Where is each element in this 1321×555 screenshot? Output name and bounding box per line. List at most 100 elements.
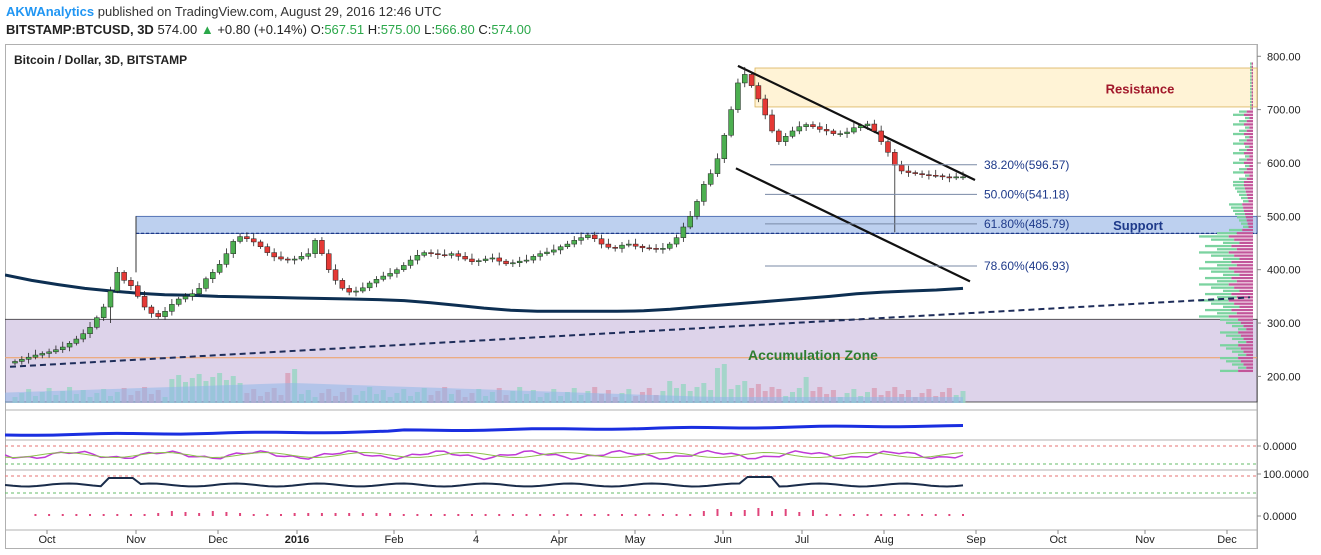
candle-up <box>673 237 680 245</box>
candles-layer <box>12 66 966 366</box>
candle-down <box>264 246 271 253</box>
time-tick-label: Jul <box>795 534 809 546</box>
profile-down-bar <box>1231 308 1253 312</box>
profile-up-bar <box>1245 136 1250 139</box>
price-tick-label: 300.00 <box>1267 318 1301 330</box>
indicator-4-bar <box>389 513 392 516</box>
profile-down-bar <box>1246 366 1253 369</box>
profile-up-bar <box>1217 312 1237 315</box>
profile-up-bar <box>1233 171 1244 174</box>
high-label: H: <box>367 22 381 37</box>
publish-info: published on TradingView.com, August 29,… <box>97 4 442 19</box>
profile-up-bar <box>1226 360 1241 363</box>
profile-down-bar <box>1231 292 1253 296</box>
indicator-4-bar <box>689 514 692 516</box>
profile-up-bar <box>1233 142 1244 145</box>
profile-down-bar <box>1249 145 1253 148</box>
candle-down <box>148 306 155 314</box>
open-value: 567.51 <box>324 22 365 37</box>
profile-up-bar <box>1205 292 1232 296</box>
indicator-4-bar <box>539 514 542 516</box>
candle-down <box>503 260 509 265</box>
volume-bar <box>755 384 761 403</box>
support-label: Support <box>1113 218 1163 233</box>
profile-up-bar <box>1223 241 1240 245</box>
profile-up-bar <box>1239 219 1247 222</box>
profile-down-bar <box>1251 84 1253 88</box>
profile-up-bar <box>1232 350 1244 353</box>
profile-up-bar <box>1233 123 1244 126</box>
time-tick-label: 2016 <box>285 534 309 546</box>
profile-up-bar <box>1232 337 1244 341</box>
profile-down-bar <box>1251 78 1253 81</box>
profile-down-bar <box>1238 369 1253 373</box>
candle-up <box>203 278 209 289</box>
candle-down <box>762 98 768 116</box>
volume-bar <box>871 388 877 403</box>
profile-down-bar <box>1236 232 1253 235</box>
candle-down <box>892 152 898 166</box>
symbol-name[interactable]: BITSTAMP:BTCUSD, 3D <box>6 22 154 37</box>
chart-frame[interactable]: Resistance Support Accumulation Zone 38.20… <box>4 44 1316 550</box>
indicator-4-bar <box>566 514 569 516</box>
chart-svg[interactable]: Resistance Support Accumulation Zone 38.20… <box>4 44 1316 550</box>
profile-up-bar <box>1217 248 1237 251</box>
candle-up <box>796 126 803 132</box>
candle-up <box>864 123 871 126</box>
candle-down <box>435 253 441 255</box>
candle-up <box>298 256 305 260</box>
volume-bar <box>776 389 782 403</box>
indicator-4-bar <box>866 514 869 516</box>
indicator-4-bar <box>607 514 610 516</box>
indicator-4-bar <box>252 514 255 516</box>
profile-down-bar <box>1244 142 1253 145</box>
candle-down <box>919 173 925 175</box>
candle-up <box>537 253 543 257</box>
profile-down-bar <box>1246 129 1253 132</box>
volume-bar <box>905 390 911 403</box>
indicator-4-bar <box>498 514 501 516</box>
profile-up-bar <box>1250 72 1252 75</box>
triangle-up-icon: ▲ <box>200 22 214 37</box>
symbol-line: BITSTAMP:BTCUSD, 3D 574.00 ▲ +0.80 (+0.1… <box>6 22 531 37</box>
author-link[interactable]: AKWAnalytics <box>6 4 95 19</box>
candle-up <box>210 272 216 280</box>
profile-down-bar <box>1251 62 1253 65</box>
indicator-4-bar <box>825 514 828 516</box>
volume-bar <box>714 368 720 403</box>
profile-down-bar <box>1231 276 1253 280</box>
close-value: 574.00 <box>491 22 532 37</box>
profile-up-bar <box>1217 296 1237 299</box>
profile-up-bar <box>1211 254 1235 257</box>
profile-up-bar <box>1239 110 1247 113</box>
profile-down-bar <box>1249 126 1253 129</box>
time-tick-label: Dec <box>208 534 228 546</box>
candle-up <box>216 264 223 273</box>
profile-up-bar <box>1233 132 1244 136</box>
profile-up-bar <box>1239 168 1247 171</box>
indicator-4-bar <box>852 514 855 516</box>
time-axis[interactable]: Oct Nov Dec 2016 Feb 4 Apr May Jun Jul Aug Sep Oct No… <box>38 530 1237 546</box>
indicator-4-bar <box>743 510 746 516</box>
indicator-4-bar <box>511 514 514 516</box>
candle-up <box>312 240 318 254</box>
candle-down <box>278 256 284 260</box>
profile-down-bar <box>1246 110 1253 113</box>
price-axis[interactable]: 800.00 700.00 600.00 500.00 400.00 300.00 200.… <box>1257 51 1309 523</box>
profile-down-bar <box>1238 356 1253 360</box>
profile-down-bar <box>1228 315 1253 318</box>
candle-down <box>346 288 352 293</box>
profile-up-bar <box>1226 321 1241 325</box>
profile-down-bar <box>1251 100 1253 104</box>
profile-up-bar <box>1239 177 1247 180</box>
indicator-4-bar <box>811 510 814 516</box>
volume-bar <box>830 390 836 403</box>
profile-down-bar <box>1231 244 1253 248</box>
profile-up-bar <box>1239 139 1247 142</box>
candle-down <box>653 248 659 250</box>
candle-up <box>721 134 728 159</box>
profile-up-bar <box>1223 273 1240 277</box>
candle-up <box>360 287 366 292</box>
candle-down <box>748 74 755 86</box>
volume-bar <box>796 388 802 403</box>
